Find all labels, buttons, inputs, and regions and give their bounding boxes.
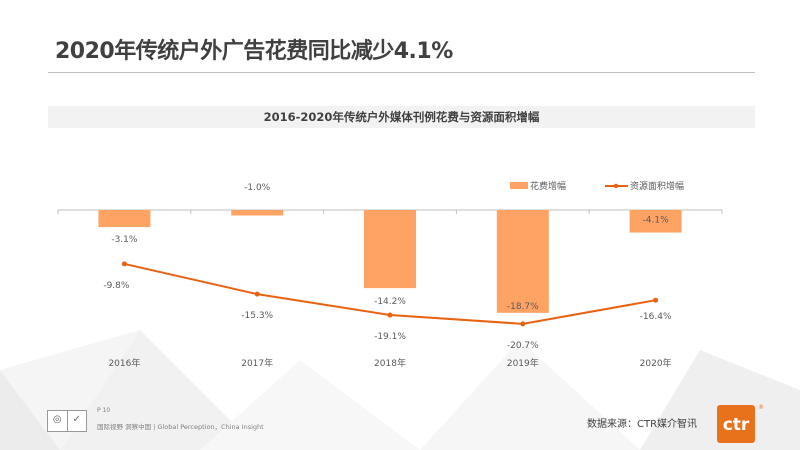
x-tick-label: 2017年 (241, 357, 273, 369)
data-source: 数据来源：CTR媒介智讯 (587, 419, 698, 430)
legend-line-label: 资源面积增幅 (630, 180, 684, 192)
line-data-label: -19.1% (374, 332, 406, 342)
line-point-2019年 (520, 321, 526, 327)
bar-2018年 (364, 210, 416, 289)
page-number: P 10 (97, 407, 111, 414)
legend-bar-label: 花费增幅 (530, 180, 566, 192)
page-title: 2020年传统户外广告花费同比减少4.1% (55, 39, 453, 64)
title-divider (48, 72, 755, 73)
chart-title: 2016-2020年传统户外媒体刊例花费与资源面积增幅 (48, 106, 755, 128)
bar-data-label: -1.0% (244, 183, 271, 193)
line-point-2020年 (653, 297, 659, 303)
legend: 花费增幅 资源面积增幅 (510, 180, 684, 192)
line-data-label: -9.8% (103, 281, 130, 291)
ctr-logo: ctr (717, 405, 755, 443)
line-point-2018年 (387, 312, 393, 318)
bar-data-label: -14.2% (374, 297, 406, 307)
line-point-2016年 (121, 261, 127, 267)
x-tick-label: 2019年 (507, 357, 539, 369)
bar-data-label: -18.7% (507, 302, 539, 312)
legend-line-marker (613, 183, 619, 189)
bar-2019年 (496, 210, 549, 313)
x-tick-label: 2018年 (374, 357, 406, 369)
bar-2017年 (231, 210, 284, 216)
line-data-label: -15.3% (241, 311, 273, 321)
bar-2016年 (98, 210, 151, 228)
bar-data-label: -3.1% (111, 235, 138, 245)
bar-2020年 (629, 210, 682, 233)
footer-slogan: 国际视野 洞察中国 | Global Perception，China Insi… (97, 423, 264, 431)
certification-badges: ◎ ✓ (47, 410, 87, 432)
line-data-label: -16.4% (640, 312, 672, 322)
x-tick-label: 2020年 (640, 357, 672, 369)
legend-bar-swatch (510, 182, 528, 189)
x-tick-label: 2016年 (108, 357, 140, 369)
registered-mark: ® (758, 404, 764, 411)
line-data-label: -20.7% (507, 341, 539, 351)
background-polygons (0, 330, 800, 450)
line-point-2017年 (254, 291, 260, 297)
bar-data-label: -4.1% (643, 216, 670, 226)
